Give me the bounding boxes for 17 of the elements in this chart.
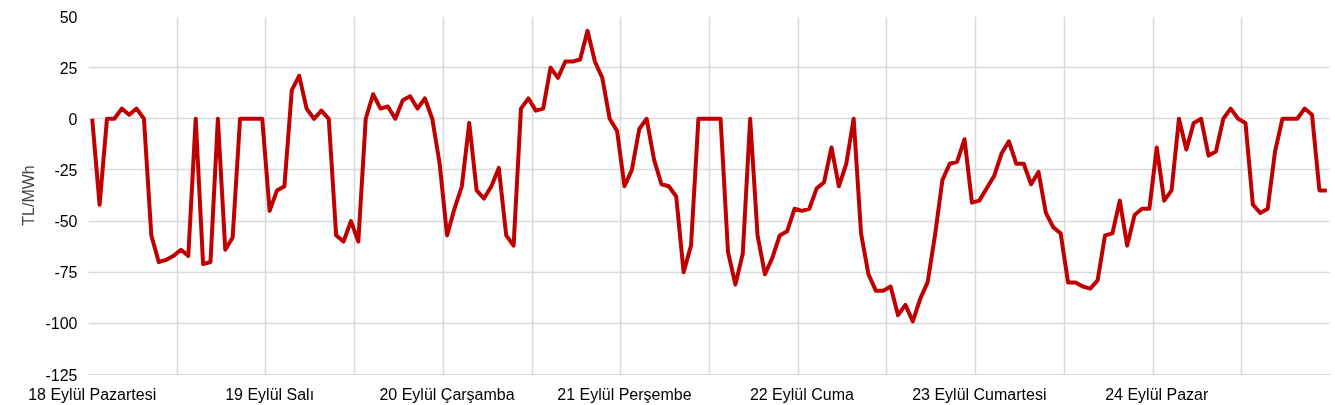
y-tick-label: 0 xyxy=(68,110,78,128)
y-tick-label: -125 xyxy=(45,366,78,384)
y-tick-label: -50 xyxy=(54,213,78,231)
y-tick-label: -25 xyxy=(54,161,78,179)
x-tick-label: 19 Eylül Salı xyxy=(225,385,315,403)
x-tick-label: 20 Eylül Çarşamba xyxy=(379,385,515,403)
x-tick-label: 24 Eylül Pazar xyxy=(1105,385,1210,403)
y-tick-label: 50 xyxy=(59,8,78,26)
x-tick-label: 22 Eylül Cuma xyxy=(749,385,855,403)
x-tick-label: 23 Eylül Cumartesi xyxy=(912,385,1047,403)
x-tick-label: 18 Eylül Pazartesi xyxy=(28,385,157,403)
x-tick-label: 21 Eylül Perşembe xyxy=(557,385,692,403)
y-tick-label: -100 xyxy=(45,315,78,333)
line-series xyxy=(90,28,1329,324)
y-tick-label: 25 xyxy=(59,59,78,77)
y-tick-label: -75 xyxy=(54,264,78,282)
y-axis-title: TL/MWh xyxy=(20,165,38,226)
